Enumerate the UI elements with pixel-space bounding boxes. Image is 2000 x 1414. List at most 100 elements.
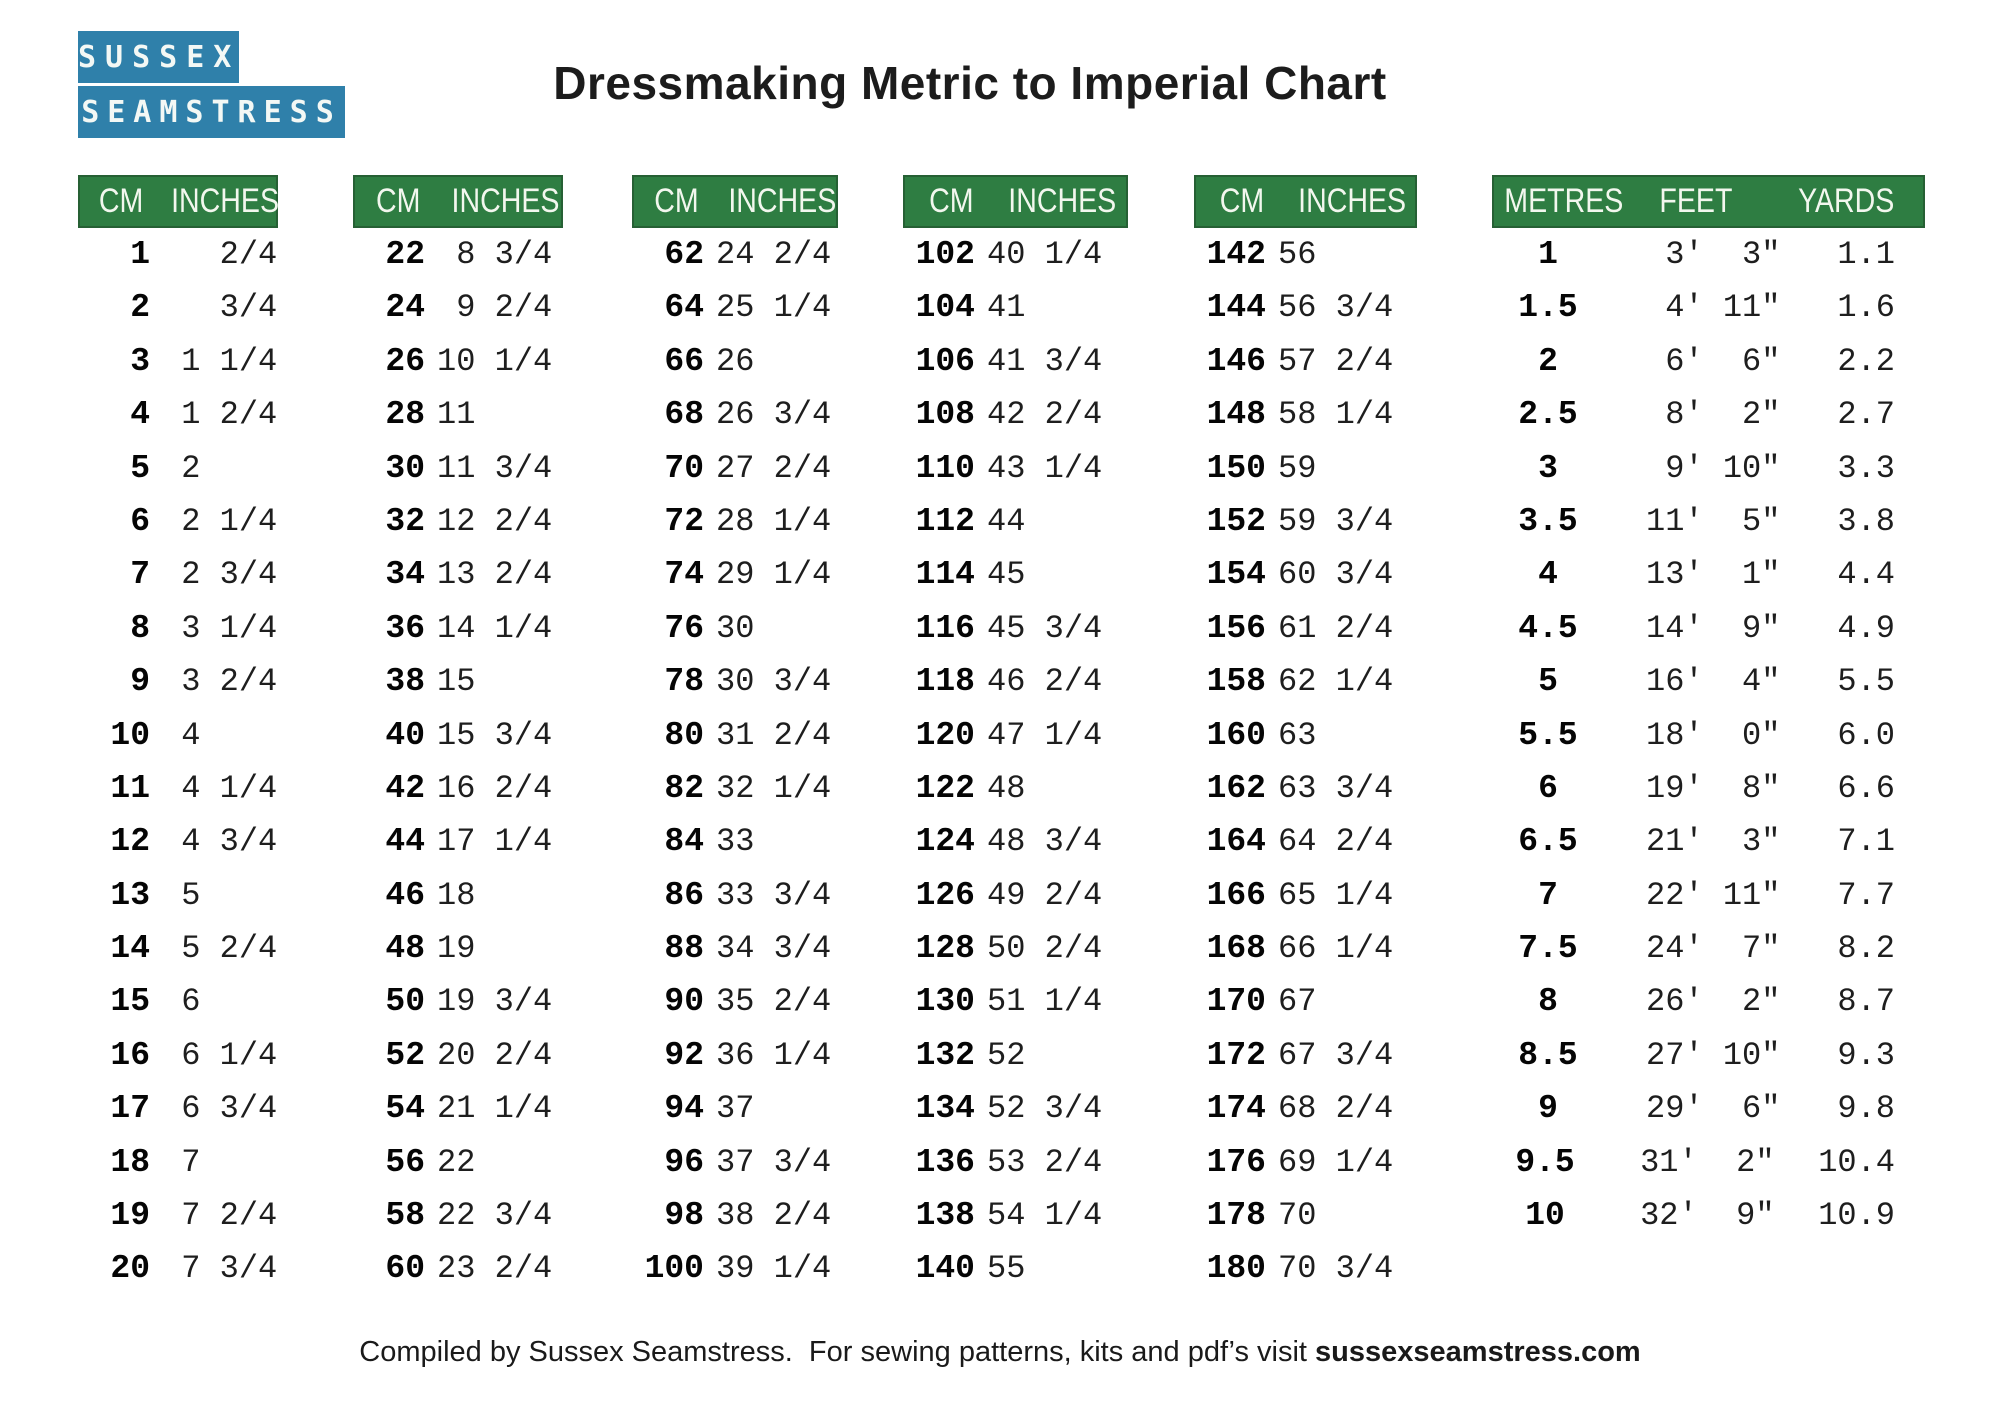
table-row: 48 19 <box>353 922 563 975</box>
inches-value: 57 2/4 <box>1278 342 1394 380</box>
cm-value: 164 <box>1206 823 1266 861</box>
cm-value: 118 <box>915 663 975 701</box>
cm-value: 68 <box>664 396 704 434</box>
table-rows: 102 40 1/4 104 41 106 41 3/4 108 42 2/4 110 43 1… <box>903 228 1128 1296</box>
cm-value: 108 <box>915 396 975 434</box>
inches-value: 29 1/4 <box>716 556 832 594</box>
inches-value: 1 2/4 <box>162 396 278 434</box>
table-row: 16 6 1/4 <box>78 1029 278 1082</box>
table-row: 146 57 2/4 <box>1194 335 1417 388</box>
inches-value: 42 2/4 <box>987 396 1103 434</box>
table-row: 130 51 1/4 <box>903 975 1128 1028</box>
header-cm: CM <box>376 182 421 220</box>
cm-value: 146 <box>1206 342 1266 380</box>
inches-value: 19 <box>437 930 495 968</box>
logo-text-seamstress: SEAMSTRESS <box>78 86 345 138</box>
table-row: 142 56 <box>1194 228 1417 281</box>
cm-value: 76 <box>664 609 704 647</box>
inches-value: 41 3/4 <box>987 342 1103 380</box>
table-row: 11 4 1/4 <box>78 762 278 815</box>
inches-value: 24 2/4 <box>716 236 832 273</box>
cm-value: 38 <box>385 663 425 701</box>
cm-inches-table-4: CM INCHES 102 40 1/4 104 41 106 41 3/4 108 42 … <box>903 175 1128 1296</box>
cm-value: 11 <box>110 769 150 807</box>
cm-value: 168 <box>1206 930 1266 968</box>
feet-value: 11' 5" <box>1646 502 1781 540</box>
header-inches: INCHES <box>728 182 837 220</box>
inches-value: 17 1/4 <box>437 823 553 861</box>
inches-value: 56 3/4 <box>1278 289 1394 327</box>
table-row: 18 7 <box>78 1136 278 1189</box>
inches-value: 61 2/4 <box>1278 609 1394 647</box>
feet-value: 14' 9" <box>1646 609 1781 647</box>
inches-value: 11 3/4 <box>437 449 553 487</box>
table-header: CM INCHES <box>353 175 563 228</box>
cm-value: 110 <box>915 449 975 487</box>
inches-value: 45 <box>987 556 1045 594</box>
table-row: 4 1 2/4 <box>78 388 278 441</box>
table-row: 4.5 14' 9" 4.9 <box>1492 602 1925 655</box>
yards-value: 5.5 <box>1837 663 1895 701</box>
yards-value: 9.3 <box>1837 1036 1895 1074</box>
inches-value: 50 2/4 <box>987 930 1103 968</box>
table-row: 122 48 <box>903 762 1128 815</box>
table-row: 74 29 1/4 <box>632 548 838 601</box>
table-row: 138 54 1/4 <box>903 1189 1128 1242</box>
table-row: 156 61 2/4 <box>1194 602 1417 655</box>
cm-value: 30 <box>385 449 425 487</box>
cm-value: 140 <box>915 1250 975 1288</box>
cm-value: 100 <box>644 1250 704 1288</box>
cm-value: 8 <box>130 609 150 647</box>
yards-value: 7.1 <box>1837 823 1895 861</box>
inches-value: 26 <box>716 342 774 380</box>
inches-value: 52 3/4 <box>987 1090 1103 1128</box>
inches-value: 37 <box>716 1090 774 1128</box>
table-row: 144 56 3/4 <box>1194 281 1417 334</box>
cm-value: 124 <box>915 823 975 861</box>
inches-value: 2 <box>162 449 220 487</box>
metres-value: 2.5 <box>1518 396 1578 434</box>
cm-value: 58 <box>385 1197 425 1235</box>
table-row: 17 6 3/4 <box>78 1082 278 1135</box>
inches-value: 7 <box>162 1143 220 1181</box>
cm-value: 15 <box>110 983 150 1021</box>
inches-value: 6 1/4 <box>162 1036 278 1074</box>
feet-value: 19' 8" <box>1646 769 1781 807</box>
cm-value: 40 <box>385 716 425 754</box>
metres-value: 9.5 <box>1515 1143 1575 1181</box>
table-row: 20 7 3/4 <box>78 1242 278 1295</box>
table-row: 128 50 2/4 <box>903 922 1128 975</box>
inches-value: 67 3/4 <box>1278 1036 1394 1074</box>
header-inches: INCHES <box>1008 182 1116 220</box>
cm-value: 134 <box>915 1090 975 1128</box>
cm-value: 122 <box>915 769 975 807</box>
table-row: 66 26 <box>632 335 838 388</box>
cm-value: 54 <box>385 1090 425 1128</box>
feet-value: 27' 10" <box>1646 1036 1781 1074</box>
inches-value: 12 2/4 <box>437 502 553 540</box>
table-row: 64 25 1/4 <box>632 281 838 334</box>
cm-value: 156 <box>1206 609 1266 647</box>
header-cm: CM <box>98 182 144 220</box>
inches-value: 19 3/4 <box>437 983 553 1021</box>
table-row: 40 15 3/4 <box>353 709 563 762</box>
inches-value: 2 3/4 <box>162 556 278 594</box>
footer-note: Compiled by Sussex Seamstress. For sewin… <box>0 1336 2000 1369</box>
inches-value: 27 2/4 <box>716 449 832 487</box>
inches-value: 20 2/4 <box>437 1036 553 1074</box>
cm-value: 148 <box>1206 396 1266 434</box>
cm-value: 46 <box>385 876 425 914</box>
table-row: 102 40 1/4 <box>903 228 1128 281</box>
cm-value: 16 <box>110 1036 150 1074</box>
cm-value: 94 <box>664 1090 704 1128</box>
inches-value: 65 1/4 <box>1278 876 1394 914</box>
cm-value: 22 <box>385 236 425 273</box>
inches-value: 2 1/4 <box>162 502 278 540</box>
table-row: 68 26 3/4 <box>632 388 838 441</box>
table-row: 116 45 3/4 <box>903 602 1128 655</box>
metres-value: 4 <box>1538 556 1558 594</box>
header-cm: CM <box>1219 182 1265 220</box>
yards-value: 6.0 <box>1837 716 1895 754</box>
table-row: 164 64 2/4 <box>1194 815 1417 868</box>
table-row: 56 22 <box>353 1136 563 1189</box>
